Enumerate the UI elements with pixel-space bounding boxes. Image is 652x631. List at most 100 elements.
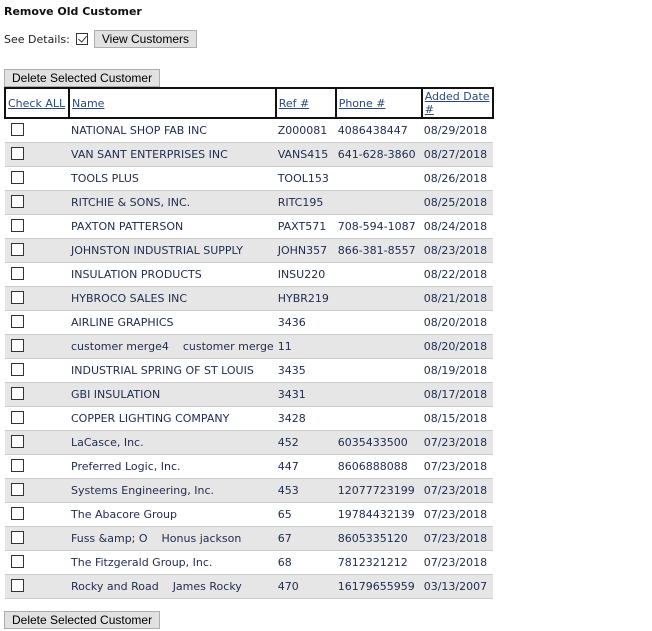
customer-added-date: 03/13/2007 [421,574,493,599]
see-details-checkbox[interactable] [75,33,88,45]
customer-phone: 8606888088 [335,454,422,479]
row-select-cell [5,526,69,551]
customer-name: Fuss &amp; O Honus jackson [69,526,276,551]
customer-phone: 7812321212 [335,550,422,575]
row-checkbox[interactable] [11,434,24,448]
row-checkbox[interactable] [11,218,24,232]
delete-selected-customer-button-bottom[interactable]: Delete Selected Customer [4,611,161,629]
customer-ref: 447 [275,454,336,479]
table-row: GBI INSULATION 3431 08/17/2018 [5,382,493,407]
row-checkbox[interactable] [11,482,24,496]
row-select-cell [5,454,69,479]
row-checkbox[interactable] [11,554,24,568]
customer-name: VAN SANT ENTERPRISES INC [69,142,276,167]
row-checkbox[interactable] [11,290,24,304]
row-select-cell [5,214,69,239]
row-select-cell [5,334,69,359]
table-row: Systems Engineering, Inc. 453 1207772319… [5,478,493,503]
row-checkbox[interactable] [11,386,24,400]
customer-added-date: 08/27/2018 [421,142,493,167]
table-row: PAXTON PATTERSON PAXT571 708-594-1087 08… [5,214,493,239]
row-select-cell [5,262,69,287]
customer-ref: 3431 [275,382,336,407]
row-checkbox[interactable] [11,578,24,592]
check-all-link[interactable]: Check ALL [8,96,66,110]
customer-phone [335,406,422,431]
customer-added-date: 08/25/2018 [421,190,493,215]
customer-ref: Z000081 [275,118,336,143]
customer-ref: JOHN357 [275,238,336,263]
customer-phone [335,262,422,287]
row-checkbox[interactable] [11,242,24,256]
row-checkbox[interactable] [11,530,24,544]
table-row: Preferred Logic, Inc. 447 8606888088 07/… [5,454,493,479]
customer-added-date: 08/26/2018 [421,166,493,191]
row-checkbox[interactable] [11,194,24,208]
sort-ref-link[interactable]: Ref # [278,96,310,110]
customer-name: HYBROCO SALES INC [69,286,276,311]
customer-added-date: 07/23/2018 [421,478,493,503]
customer-name: The Fitzgerald Group, Inc. [69,550,276,575]
customer-ref: PAXT571 [275,214,336,239]
customer-phone [335,190,422,215]
row-checkbox[interactable] [11,458,24,472]
table-row: NATIONAL SHOP FAB INC Z000081 4086438447… [5,118,493,143]
customer-added-date: 08/22/2018 [421,262,493,287]
customer-added-date: 07/23/2018 [421,526,493,551]
table-row: RITCHIE & SONS, INC. RITC195 08/25/2018 [5,190,493,215]
customer-phone [335,358,422,383]
customer-phone: 866-381-8557 [335,238,422,263]
customer-phone: 12077723199 [335,478,422,503]
customer-ref: HYBR219 [275,286,336,311]
table-row: TOOLS PLUS TOOL153 08/26/2018 [5,166,493,191]
row-checkbox[interactable] [11,362,24,376]
customer-name: INDUSTRIAL SPRING OF ST LOUIS [69,358,276,383]
sort-added-date-link[interactable]: Added Date # [424,90,490,116]
customer-ref: 68 [275,550,336,575]
customer-added-date: 08/24/2018 [421,214,493,239]
customer-name: AIRLINE GRAPHICS [69,310,276,335]
table-row: AIRLINE GRAPHICS 3436 08/20/2018 [5,310,493,335]
customer-name: INSULATION PRODUCTS [69,262,276,287]
customer-name: customer merge4 customer merge [69,334,276,359]
row-checkbox[interactable] [11,266,24,280]
row-select-cell [5,478,69,503]
customer-phone: 16179655959 [335,574,422,599]
row-checkbox[interactable] [11,146,24,160]
table-row: INDUSTRIAL SPRING OF ST LOUIS 3435 08/19… [5,358,493,383]
customer-ref: 67 [275,526,336,551]
customer-name: JOHNSTON INDUSTRIAL SUPPLY [69,238,276,263]
customer-ref: 452 [275,430,336,455]
table-row: The Fitzgerald Group, Inc. 68 7812321212… [5,550,493,575]
customer-phone [335,382,422,407]
row-select-cell [5,190,69,215]
row-select-cell [5,550,69,575]
table-row: LaCasce, Inc. 452 6035433500 07/23/2018 [5,430,493,455]
row-checkbox[interactable] [11,170,24,184]
table-row: JOHNSTON INDUSTRIAL SUPPLY JOHN357 866-3… [5,238,493,263]
row-checkbox[interactable] [11,410,24,424]
customer-ref: 3428 [275,406,336,431]
customer-ref: TOOL153 [275,166,336,191]
customer-name: NATIONAL SHOP FAB INC [69,118,276,143]
customer-name: The Abacore Group [69,502,276,527]
table-row: Rocky and Road James Rocky 470 161796559… [5,574,493,599]
customer-ref: 3436 [275,310,336,335]
sort-phone-link[interactable]: Phone # [338,96,386,110]
row-checkbox[interactable] [11,314,24,328]
row-checkbox[interactable] [11,122,24,136]
row-checkbox[interactable] [11,338,24,352]
row-select-cell [5,238,69,263]
customer-phone: 708-594-1087 [335,214,422,239]
customer-added-date: 07/23/2018 [421,430,493,455]
row-checkbox[interactable] [11,506,24,520]
delete-selected-customer-button-top[interactable]: Delete Selected Customer [4,69,161,87]
sort-name-link[interactable]: Name [72,96,105,110]
customer-phone: 4086438447 [335,118,422,143]
row-select-cell [5,166,69,191]
customer-name: Preferred Logic, Inc. [69,454,276,479]
table-row: VAN SANT ENTERPRISES INC VANS415 641-628… [5,142,493,167]
see-details-row: See Details: View Customers [4,30,197,48]
view-customers-button[interactable]: View Customers [93,30,197,48]
row-select-cell [5,430,69,455]
